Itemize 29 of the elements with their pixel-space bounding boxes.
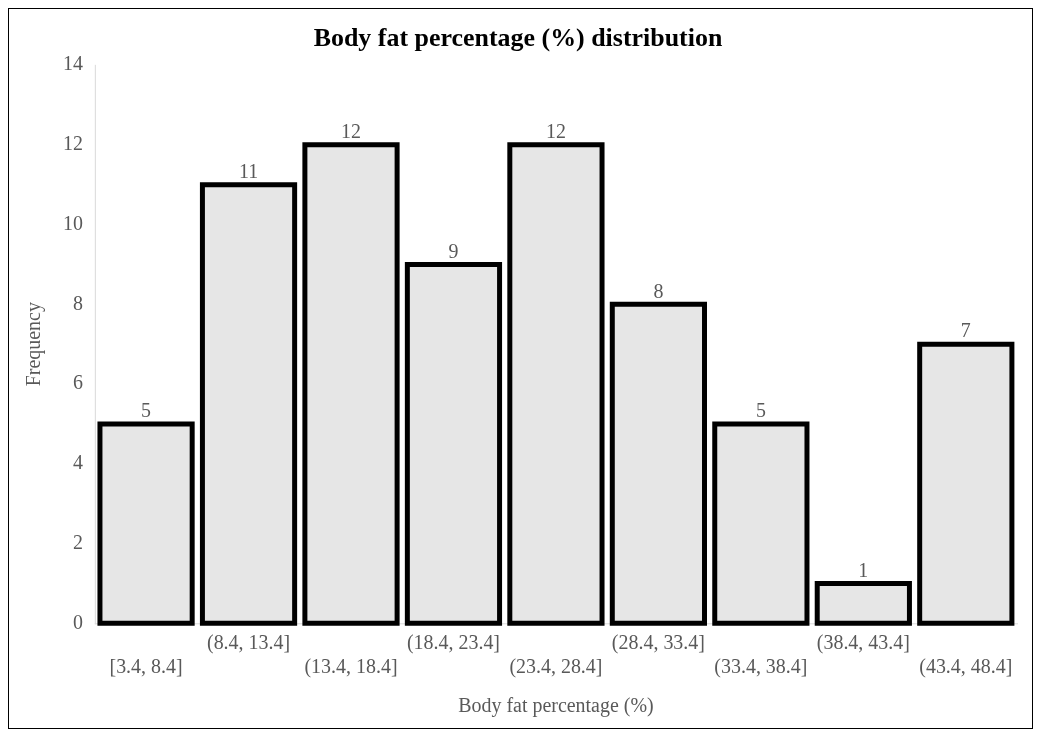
- data-label: 12: [341, 120, 361, 143]
- chart-title: Body fat percentage (%) distribution: [313, 23, 723, 53]
- x-tick-label: (23.4, 28.4]: [509, 655, 603, 679]
- y-tick-label: 12: [62, 132, 83, 155]
- data-label: 5: [755, 399, 766, 422]
- y-tick-label: 14: [62, 52, 83, 75]
- data-label: 5: [141, 399, 152, 422]
- data-label: 9: [448, 239, 459, 262]
- y-axis-title: Frequency: [22, 302, 46, 387]
- y-tick-label: 2: [72, 530, 83, 553]
- y-tick-label: 10: [62, 211, 83, 234]
- data-label: 11: [238, 159, 259, 182]
- y-tick-label: 8: [72, 291, 83, 314]
- x-tick-label: (8.4, 13.4]: [206, 631, 291, 655]
- x-tick-label: (38.4, 43.4]: [816, 631, 910, 655]
- data-label: 7: [960, 319, 971, 342]
- y-tick-label: 0: [72, 610, 83, 633]
- y-tick-label: 4: [72, 451, 83, 474]
- data-label: 12: [545, 120, 566, 143]
- x-tick-label: (43.4, 48.4]: [919, 655, 1013, 679]
- y-tick-label: 6: [72, 371, 83, 394]
- x-tick-label: (13.4, 18.4]: [304, 655, 398, 679]
- data-label: 8: [653, 279, 664, 302]
- x-tick-label: (28.4, 33.4]: [611, 631, 705, 655]
- x-tick-label: [3.4, 8.4]: [109, 655, 183, 678]
- data-label: 1: [858, 558, 869, 581]
- x-tick-label: (18.4, 23.4]: [406, 631, 500, 655]
- x-tick-label: (33.4, 38.4]: [714, 655, 808, 679]
- x-axis-title: Body fat percentage (%): [458, 694, 654, 718]
